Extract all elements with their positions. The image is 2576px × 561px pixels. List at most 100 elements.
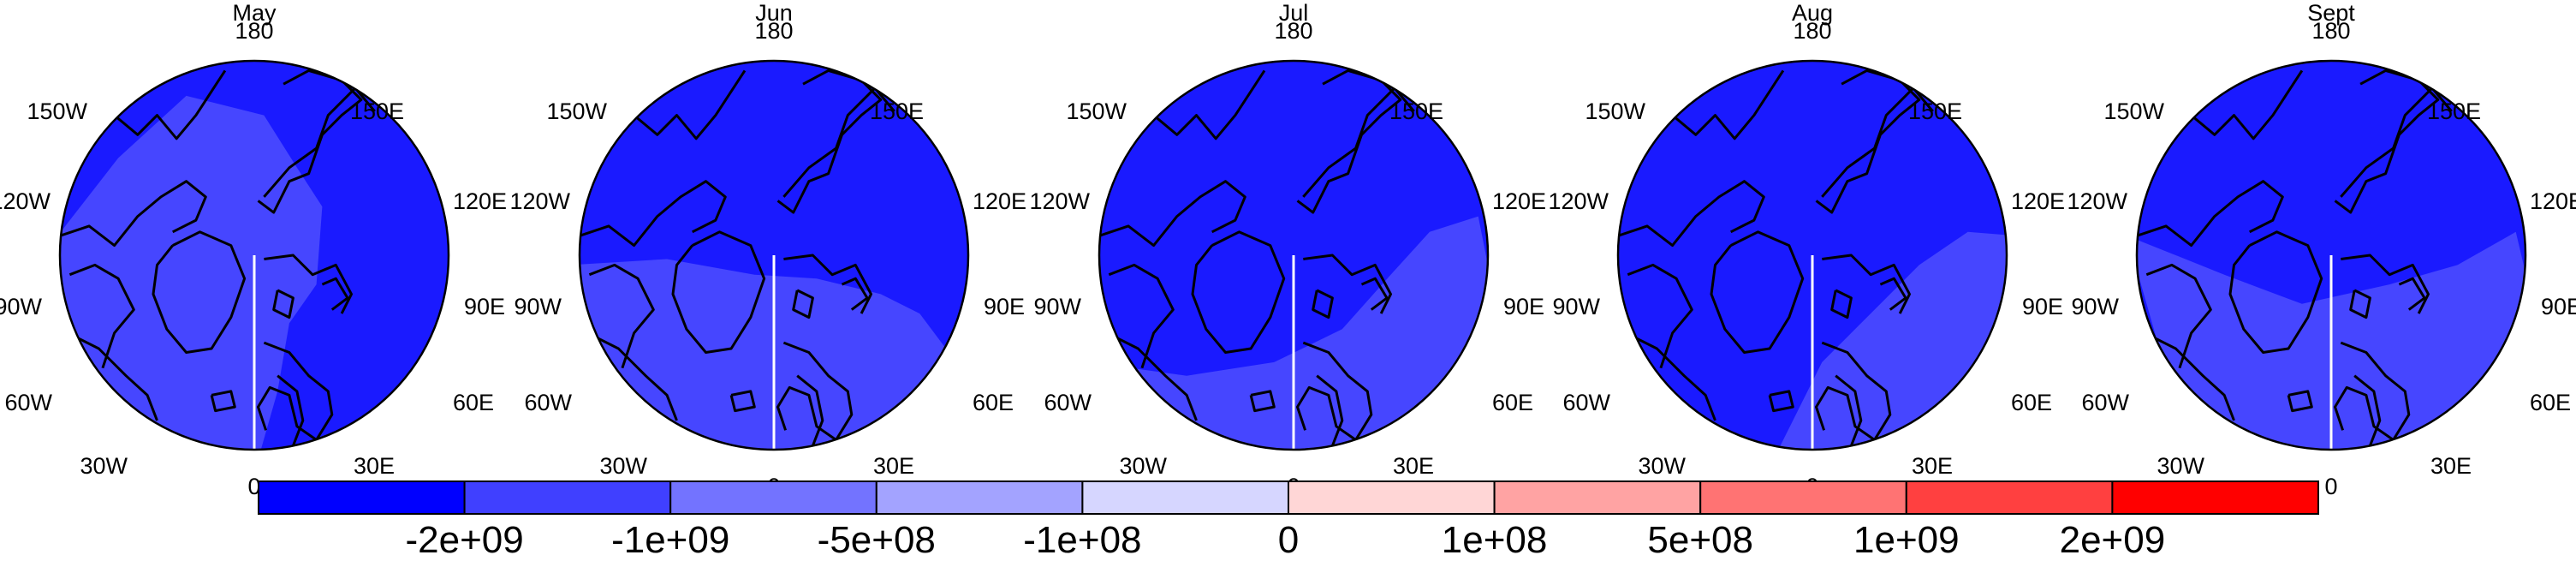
coastline <box>1114 335 1198 421</box>
coastline <box>210 390 236 413</box>
longitude-label-60w: 60W <box>1562 390 1610 415</box>
longitude-label-60e: 60E <box>2011 390 2052 415</box>
map-border <box>58 59 450 451</box>
coastline <box>2137 180 2284 248</box>
longitude-label-180: 180 <box>2311 18 2350 44</box>
coastline <box>1152 69 1266 140</box>
map-content <box>580 69 949 450</box>
panel-title: Aug <box>1792 0 1833 26</box>
coastline <box>2353 374 2382 447</box>
longitude-label-30e: 30E <box>354 453 395 479</box>
coastline <box>792 289 814 319</box>
coastline <box>113 69 227 140</box>
longitude-label-120w: 120W <box>2067 188 2127 214</box>
map-content <box>60 69 376 450</box>
longitude-label-120e: 120E <box>2011 188 2065 214</box>
longitude-label-90e: 90E <box>2541 294 2576 319</box>
longitude-label-120e: 120E <box>453 188 507 214</box>
longitude-label-120w: 120W <box>0 188 51 214</box>
coastline <box>2334 69 2440 214</box>
longitude-label-150w: 150W <box>27 98 87 124</box>
map-panels: May1800150W150E120W120E90W90E60W60E30W30… <box>0 0 2576 499</box>
coastline <box>1312 289 1334 319</box>
longitude-label-60e: 60E <box>1492 390 1533 415</box>
coastline <box>1822 254 1911 314</box>
coastline <box>1768 390 1794 413</box>
coastline <box>321 277 349 311</box>
longitude-label-90w: 90W <box>2071 294 2119 319</box>
coastline <box>1316 374 1344 447</box>
coastline <box>1249 390 1276 413</box>
colorbar-tick-label: -2e+09 <box>405 519 523 561</box>
coastline <box>671 230 766 354</box>
longitude-label-60e: 60E <box>973 390 1014 415</box>
longitude-label-60w: 60W <box>4 390 52 415</box>
coastline <box>1618 180 1765 248</box>
longitude-label-90w: 90W <box>1552 294 1600 319</box>
coastline <box>264 254 353 314</box>
coastline <box>1830 289 1853 319</box>
longitude-label-150e: 150E <box>350 98 404 124</box>
longitude-label-60e: 60E <box>453 390 494 415</box>
coastline <box>60 180 207 248</box>
longitude-label-90w: 90W <box>1033 294 1081 319</box>
colorbar-tick-label: -1e+09 <box>611 519 729 561</box>
longitude-label-90w: 90W <box>0 294 43 319</box>
colorbar-segment <box>1905 480 2114 515</box>
coastline <box>841 277 869 311</box>
longitude-label-30w: 30W <box>599 453 647 479</box>
longitude-label-30w: 30W <box>80 453 128 479</box>
coastline <box>588 263 655 369</box>
coastline <box>2398 277 2426 311</box>
colorbar-segment <box>1288 480 1496 515</box>
coastline <box>2228 230 2323 354</box>
map-panel-jun: Jun1800150W150E120W120E90W90E60W60E30W30… <box>509 0 1026 499</box>
longitude-label-150e: 150E <box>870 98 924 124</box>
coastline <box>1879 277 1907 311</box>
colorbar-tick-label: 0 <box>1278 519 1299 561</box>
coastline <box>74 335 158 421</box>
coastline <box>1191 230 1286 354</box>
coastline <box>1303 254 1392 314</box>
coastline <box>783 254 872 314</box>
map-border <box>578 59 970 451</box>
panel-title: Jul <box>1279 0 1309 26</box>
colorbar-segment <box>258 480 466 515</box>
colorbar-tick-label: 5e+08 <box>1647 519 1753 561</box>
longitude-label-120w: 120W <box>1029 188 1090 214</box>
map-panel-jul: Jul1800150W150E120W120E90W90E60W60E30W30… <box>1029 0 1546 499</box>
map-border <box>1098 59 1490 451</box>
colorbar-segment <box>875 480 1084 515</box>
colorbar-segment <box>463 480 672 515</box>
coastline <box>2341 254 2430 314</box>
coastline <box>2190 69 2304 140</box>
colorbar-segment <box>1699 480 1907 515</box>
coastline <box>2145 263 2212 369</box>
longitude-label-30w: 30W <box>1119 453 1167 479</box>
coastline <box>1099 180 1246 248</box>
coastline <box>1633 335 1716 421</box>
longitude-label-90e: 90E <box>1503 294 1544 319</box>
longitude-label-30w: 30W <box>1638 453 1686 479</box>
longitude-label-120w: 120W <box>1548 188 1609 214</box>
coastline <box>1108 263 1175 369</box>
coastline <box>1296 69 1402 214</box>
coastline <box>2151 335 2235 421</box>
map-border <box>1616 59 2008 451</box>
coastline <box>776 69 883 214</box>
longitude-label-60w: 60W <box>1044 390 1092 415</box>
map-border <box>2135 59 2527 451</box>
map-panel-aug: Aug1800150W150E120W120E90W90E60W60E30W30… <box>1548 0 2065 499</box>
longitude-label-120w: 120W <box>509 188 570 214</box>
longitude-label-60e: 60E <box>2530 390 2571 415</box>
coastline <box>2287 390 2313 413</box>
longitude-label-120e: 120E <box>973 188 1026 214</box>
longitude-label-150w: 150W <box>546 98 607 124</box>
longitude-label-90w: 90W <box>514 294 562 319</box>
longitude-label-0: 0 <box>2324 474 2337 499</box>
longitude-label-30e: 30E <box>2430 453 2472 479</box>
coastline <box>1815 69 1921 214</box>
longitude-label-150w: 150W <box>2103 98 2164 124</box>
colorbar-tick-label: 2e+09 <box>2060 519 2166 561</box>
colorbar-tick-label: -5e+08 <box>818 519 936 561</box>
